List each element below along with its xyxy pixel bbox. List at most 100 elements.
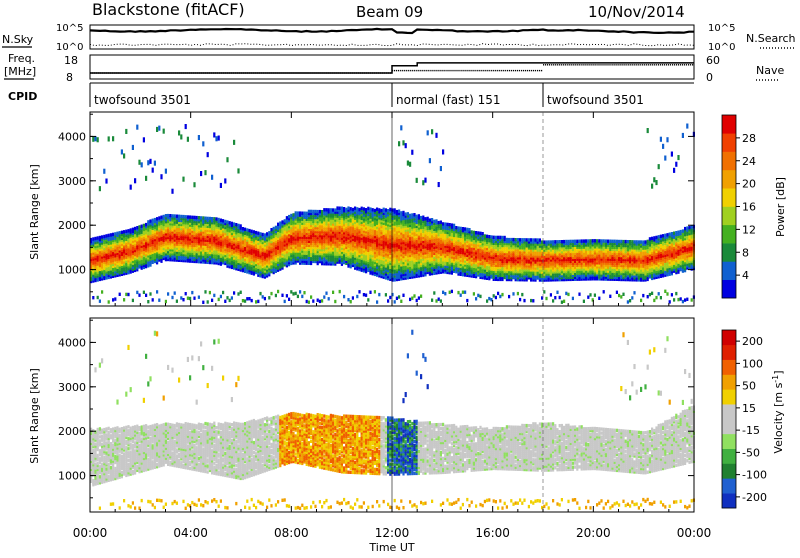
power-echo-cell (433, 220, 435, 223)
power-echo-cell (156, 127, 158, 132)
power-echo-cell (407, 212, 409, 215)
nave-mark (555, 64, 556, 65)
power-echo-cell (325, 208, 327, 211)
power-echo-cell (380, 209, 382, 212)
freq-unit-label: [MHz] (4, 65, 36, 78)
nave-mark (312, 72, 313, 73)
nave-mark (249, 72, 250, 73)
nave-mark (541, 70, 542, 71)
power-echo-cell (191, 216, 193, 219)
nave-mark (626, 64, 627, 65)
power-echo-cell (240, 224, 242, 227)
power-echo-cell (343, 295, 345, 298)
power-echo-cell (409, 162, 411, 167)
nave-mark (203, 72, 204, 73)
nave-mark (676, 64, 677, 65)
power-echo-cell (400, 300, 402, 303)
nave-mark (114, 72, 115, 73)
nave-mark (531, 70, 532, 71)
nave-mark (515, 70, 516, 71)
power-echo-cell (204, 170, 206, 175)
power-echo-cell (244, 228, 246, 231)
nave-mark (110, 72, 111, 73)
power-echo-cell (226, 157, 228, 162)
power-echo-cell (413, 213, 415, 216)
power-echo-cell (369, 207, 371, 210)
power-echo-cell (460, 227, 462, 230)
nave-mark (446, 70, 447, 71)
nave-mark (259, 72, 260, 73)
power-echo-cell (440, 221, 442, 224)
power-echo-cell (185, 215, 187, 218)
power-echo-cell (211, 175, 213, 180)
nave-mark (583, 64, 584, 65)
power-echo-cell (438, 182, 440, 187)
power-echo-cell (209, 217, 211, 220)
nave-mark (124, 72, 125, 73)
nave-mark (561, 64, 562, 65)
power-echo-cell (325, 292, 327, 295)
nave-mark (499, 70, 500, 71)
power-echo-cell (286, 294, 288, 297)
power-echo-cell (130, 185, 132, 190)
nave-mark (382, 72, 383, 73)
power-echo-cell (328, 297, 330, 300)
nave-mark (293, 72, 294, 73)
nave-mark (195, 72, 196, 73)
nave-mark (207, 72, 208, 73)
power-echo-cell (281, 220, 283, 223)
nave-mark (404, 70, 405, 71)
nave-mark (390, 72, 391, 73)
power-echo-cell (257, 300, 259, 303)
power-echo-cell (345, 208, 347, 211)
power-echo-cell (301, 295, 303, 298)
nave-mark (487, 70, 488, 71)
power-echo-cell (149, 219, 151, 222)
nsky-tick-bottom: 10^0 (56, 42, 83, 53)
nave-mark (605, 64, 606, 65)
nave-mark (177, 72, 178, 73)
power-echo-cell (435, 133, 437, 138)
power-echo-cell (299, 211, 301, 214)
nave-mark (467, 70, 468, 71)
freq-tick-bottom: 8 (66, 71, 73, 84)
power-echo-cell (317, 210, 319, 213)
power-echo-cell (275, 294, 277, 297)
power-echo-cell (420, 295, 422, 298)
power-echo-cell (125, 293, 127, 296)
power-echo-cell (108, 234, 110, 237)
power-echo-cell (418, 214, 420, 217)
nave-mark (501, 70, 502, 71)
nave-mark (396, 70, 397, 71)
nave-mark (406, 70, 407, 71)
power-echo-cell (97, 236, 99, 239)
nave-mark (525, 70, 526, 71)
nave-mark (156, 72, 157, 73)
power-echo-cell (132, 145, 134, 150)
power-echo-cell (220, 295, 222, 298)
nave-mark (364, 72, 365, 73)
power-echo-cell (231, 296, 233, 299)
nave-mark (132, 72, 133, 73)
nave-mark (342, 72, 343, 73)
nave-mark (346, 72, 347, 73)
nsky-tick-top: 10^5 (56, 23, 83, 34)
power-echo-cell (237, 168, 239, 173)
power-echo-cell (229, 221, 231, 224)
power-echo-cell (422, 180, 424, 185)
nave-mark (563, 64, 564, 65)
power-echo-cell (103, 169, 105, 174)
nave-mark (344, 72, 345, 73)
nave-mark (650, 64, 651, 65)
nave-mark (448, 70, 449, 71)
power-echo-cell (200, 171, 202, 176)
nave-mark (112, 72, 113, 73)
power-echo-cell (108, 136, 110, 141)
nave-mark (471, 70, 472, 71)
nave-mark (191, 72, 192, 73)
nave-mark (159, 72, 160, 73)
power-echo-cell (237, 224, 239, 227)
power-echo-cell (435, 219, 437, 222)
nave-mark (553, 64, 554, 65)
power-echo-cell (308, 301, 310, 304)
